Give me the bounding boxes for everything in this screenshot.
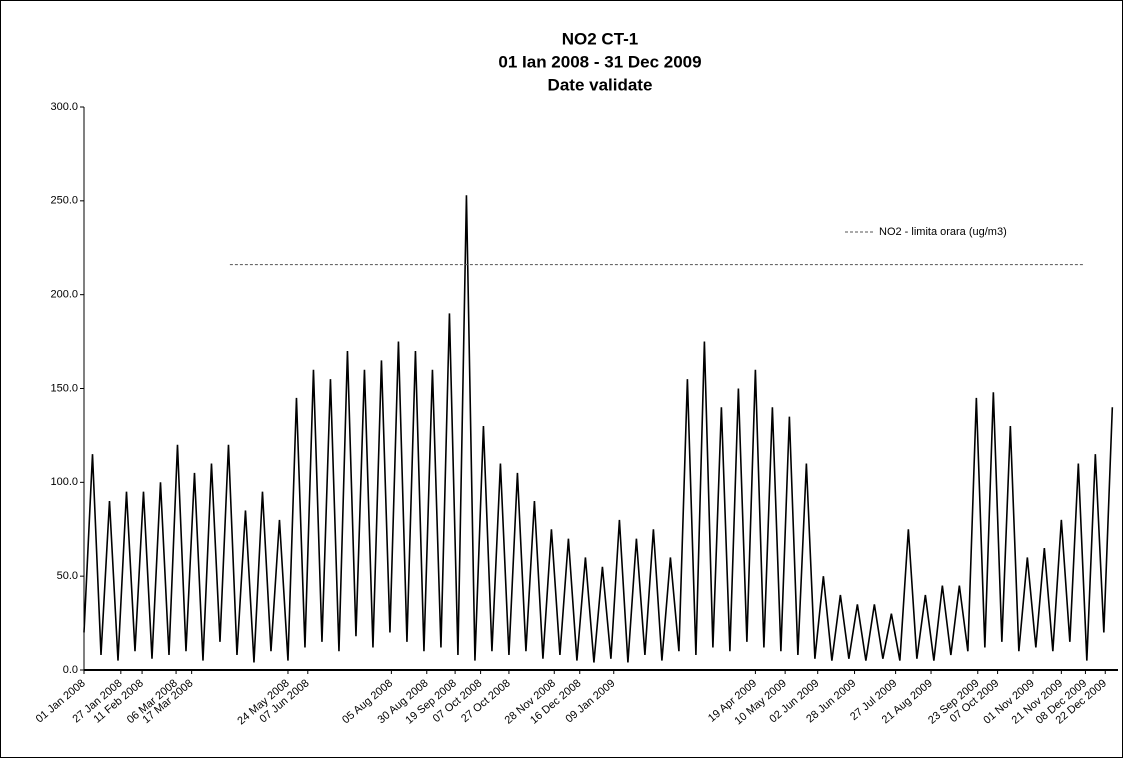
chart-title: NO2 CT-1 (562, 29, 639, 48)
y-tick-label: 250.0 (50, 195, 78, 207)
chart-subtitle: Date validate (548, 75, 653, 94)
data-line (83, 195, 1114, 663)
chart-subtitle: 01 Ian 2008 - 31 Dec 2009 (498, 52, 701, 71)
y-tick-label: 50.0 (57, 570, 78, 582)
y-tick-label: 100.0 (50, 476, 78, 488)
y-tick-label: 0.0 (63, 664, 78, 676)
y-tick-label: 300.0 (50, 101, 78, 113)
y-tick-label: 200.0 (50, 289, 78, 301)
legend-label: NO2 - limita orara (ug/m3) (879, 226, 1007, 238)
y-tick-label: 150.0 (50, 382, 78, 394)
